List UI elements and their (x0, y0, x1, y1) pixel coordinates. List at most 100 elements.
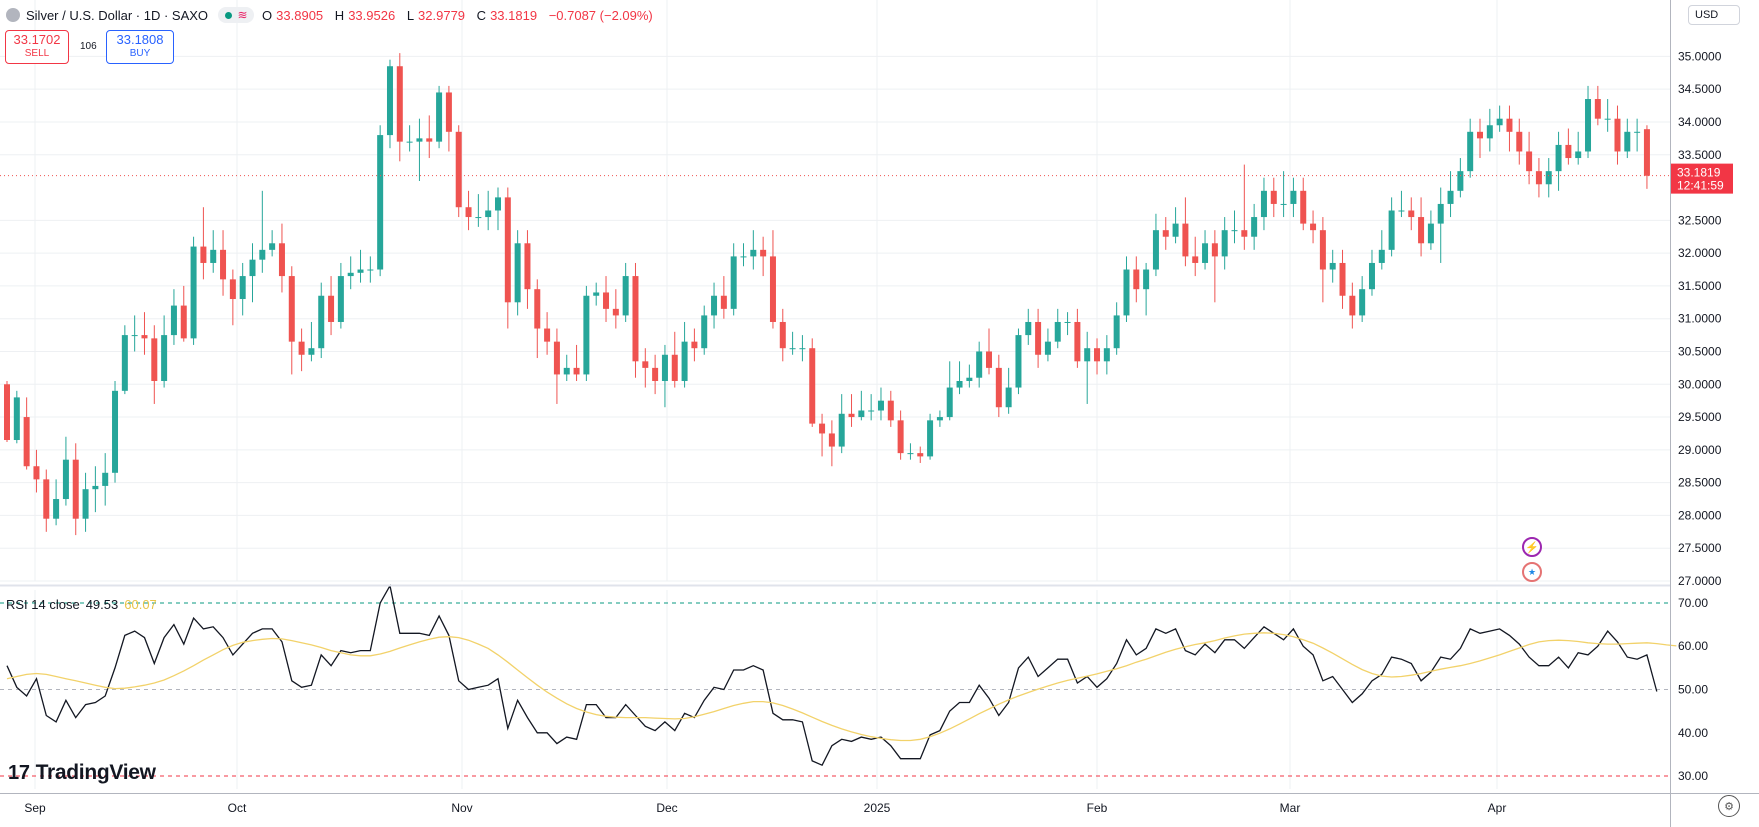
candle (1064, 312, 1071, 336)
us-flag-event-icon[interactable]: ★ (1522, 562, 1542, 582)
candle (995, 354, 1002, 418)
candle (1260, 177, 1267, 231)
candle (1133, 256, 1140, 303)
candle (220, 230, 227, 296)
candle (13, 390, 20, 444)
candle (936, 410, 943, 427)
candle (917, 446, 924, 463)
candle (416, 118, 423, 181)
candle (563, 354, 570, 381)
market-status[interactable]: ≋ (218, 7, 255, 23)
candle (1035, 308, 1042, 368)
time-tick-label: Feb (1087, 801, 1108, 815)
chart-settings-gear-icon[interactable]: ⚙ (1718, 795, 1740, 817)
wave-icon: ≋ (237, 8, 248, 22)
candle (1447, 171, 1454, 218)
rsi-tick-label: 60.00 (1678, 639, 1708, 653)
candle (23, 397, 30, 470)
candle (1143, 262, 1150, 316)
market-open-dot-icon (224, 11, 232, 19)
candle (1211, 230, 1218, 303)
tradingview-logo-text: TradingView (35, 761, 156, 784)
candle (1506, 105, 1513, 152)
candle (966, 364, 973, 388)
candle (671, 331, 678, 388)
lightning-event-icon[interactable]: ⚡ (1522, 537, 1542, 557)
candle (1526, 131, 1533, 185)
candle (642, 348, 649, 388)
sell-button[interactable]: 33.1702 SELL (5, 30, 69, 64)
candle (1486, 108, 1493, 152)
candle (455, 125, 462, 218)
price-tick-label: 35.0000 (1678, 49, 1722, 63)
candle (269, 230, 276, 257)
candle (1585, 85, 1592, 159)
candle (112, 380, 119, 483)
candle (701, 305, 708, 355)
candle (1594, 85, 1601, 126)
buy-label: BUY (129, 48, 151, 59)
candle (436, 85, 443, 149)
candle (357, 249, 364, 283)
rsi-tick-label: 30.00 (1678, 769, 1708, 783)
rsi-ma-legend-value: 60.07 (124, 597, 157, 612)
candle (986, 328, 992, 375)
candle (553, 328, 560, 404)
candle (367, 256, 374, 283)
time-tick-label: 2025 (864, 801, 891, 815)
candle (819, 413, 826, 457)
candle (190, 236, 197, 345)
candle (1025, 308, 1032, 345)
close-value: 33.1819 (490, 7, 538, 23)
candle (200, 207, 207, 280)
candle (170, 289, 177, 345)
rsi-tick-label: 50.00 (1678, 683, 1708, 697)
candle (337, 262, 344, 329)
price-tick-label: 31.0000 (1678, 312, 1722, 326)
candle (789, 331, 796, 355)
candle (1614, 105, 1621, 165)
candle (1575, 131, 1582, 165)
candle (1634, 118, 1641, 152)
rsi-legend-value: 49.53 (85, 597, 119, 612)
candle (1084, 331, 1091, 404)
price-tick-label: 30.5000 (1678, 344, 1722, 358)
rsi-grid (0, 590, 1670, 789)
candle (1467, 118, 1474, 178)
price-tick-label: 27.5000 (1678, 541, 1722, 555)
rsi-legend-label[interactable]: RSI 14 close (6, 597, 80, 612)
candle (62, 436, 69, 506)
candle (720, 276, 727, 319)
buy-button[interactable]: 33.1808 BUY (106, 30, 174, 64)
candle (485, 190, 492, 231)
candle (1123, 256, 1130, 322)
candle (1359, 276, 1366, 322)
price-tick-label: 34.5000 (1678, 82, 1722, 96)
candle (603, 276, 610, 322)
candle (1624, 118, 1631, 159)
candle (1427, 210, 1434, 250)
symbol-title[interactable]: Silver / U.S. Dollar · 1D · SAXO (26, 7, 209, 23)
current-price-label: 33.1819 (1677, 166, 1721, 180)
currency-selector[interactable]: USD (1688, 5, 1740, 25)
high-value: 33.9526 (348, 7, 396, 23)
candle (524, 230, 531, 309)
time-tick-label: Dec (656, 801, 677, 815)
candle (828, 420, 835, 467)
price-tick-label: 29.0000 (1678, 443, 1722, 457)
change-value: −0.7087 (−2.09%) (548, 7, 653, 23)
rsi-layer (6, 583, 1677, 767)
candle (858, 390, 865, 421)
candle (799, 335, 806, 362)
candle (1280, 171, 1287, 218)
candle (82, 472, 89, 532)
candle (288, 266, 295, 375)
candle (1231, 210, 1238, 244)
candle (1152, 213, 1159, 277)
candle (809, 338, 816, 427)
candle (180, 285, 187, 342)
candle (730, 243, 737, 316)
tradingview-logo[interactable]: 17 TradingView (8, 761, 156, 785)
candle (1310, 210, 1317, 244)
